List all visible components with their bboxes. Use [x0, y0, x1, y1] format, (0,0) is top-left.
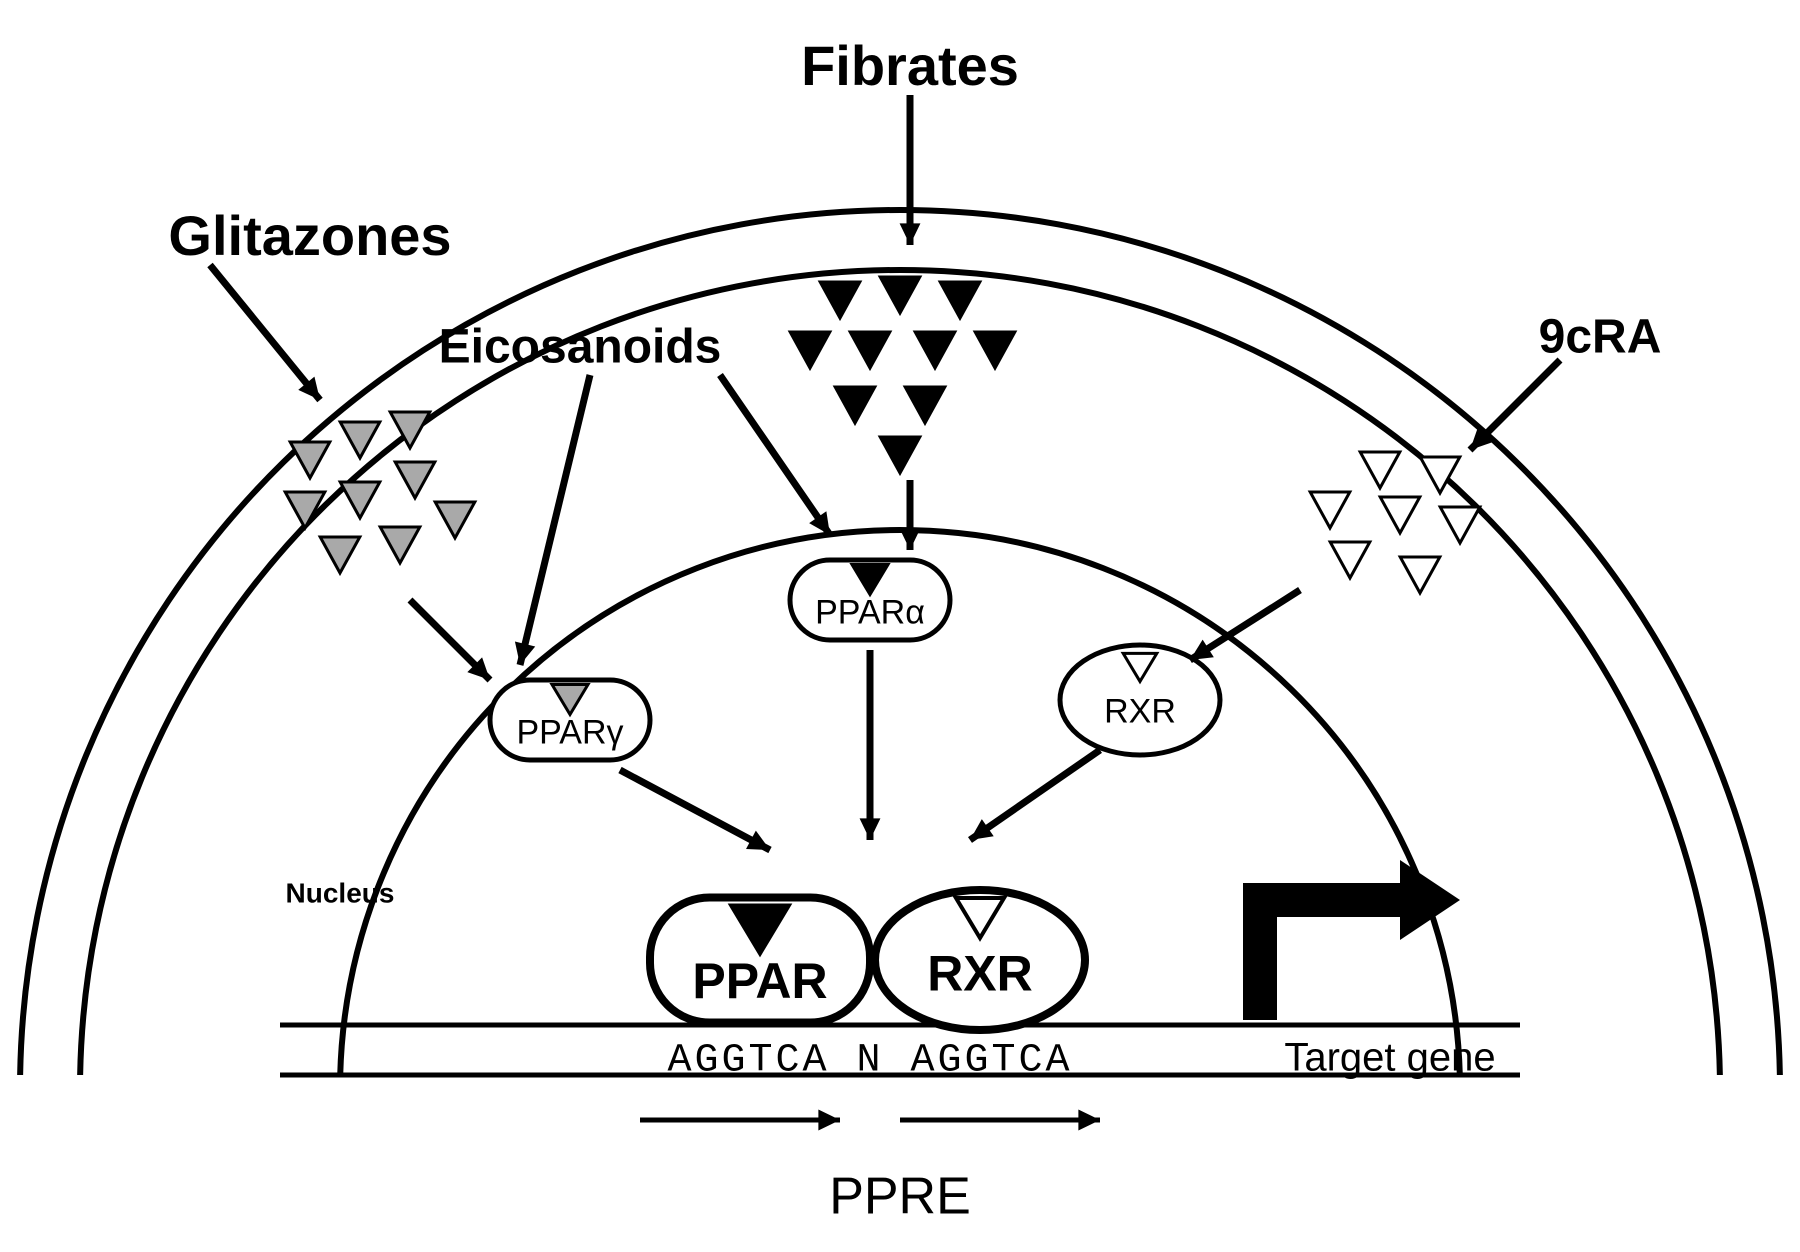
ligand-triangle: [880, 437, 920, 473]
glitaz-to-pparg: [410, 600, 490, 680]
ligand-triangle: [940, 282, 980, 318]
receptor-label: RXR: [1104, 693, 1176, 731]
ra-in: [1470, 360, 1560, 450]
ppre-sequence: AGGTCA N AGGTCA: [667, 1039, 1072, 1084]
ligand-triangle: [395, 462, 435, 498]
transcription-arrow: [1243, 860, 1460, 1020]
ligand-triangle: [1330, 542, 1370, 578]
ligand-triangle: [380, 527, 420, 563]
ppar-big-label: PPAR: [692, 953, 827, 1009]
ppara-to-dimer: [860, 650, 881, 840]
fibrates-in: [900, 95, 921, 245]
ra-label: 9cRA: [1539, 311, 1662, 364]
rxr-big-label: RXR: [927, 946, 1033, 1002]
ligand-triangle: [320, 537, 360, 573]
ligand-triangle: [340, 422, 380, 458]
eicosanoids-label: Eicosanoids: [439, 321, 722, 374]
ppre-label: PPRE: [829, 1168, 971, 1226]
ligand-triangle: [790, 332, 830, 368]
fibrates-label: Fibrates: [801, 34, 1019, 97]
eicos-to-pparg: [515, 375, 590, 665]
receptor-label: PPARγ: [516, 713, 623, 751]
rxr-to-dimer: [970, 750, 1100, 840]
pparg-to-dimer: [620, 770, 770, 850]
ligand-triangle: [975, 332, 1015, 368]
ligand-triangle: [880, 277, 920, 313]
ligand-triangle: [1360, 452, 1400, 488]
target-label: Target gene: [1284, 1036, 1495, 1080]
ligand-triangle: [820, 282, 860, 318]
fibrates-to-ppara: [900, 480, 921, 550]
ligand-triangle: [1400, 557, 1440, 593]
nucleus-label: Nucleus: [286, 877, 395, 908]
ligand-triangle: [290, 442, 330, 478]
eicos-to-ppara: [720, 375, 830, 535]
ligand-triangle: [340, 482, 380, 518]
ligand-triangle: [1380, 497, 1420, 533]
glitazones-in: [210, 265, 320, 400]
ppre-direction-1: [640, 1110, 840, 1131]
ligand-triangle: [435, 502, 475, 538]
ppre-direction-2: [900, 1110, 1100, 1131]
ligand-triangle: [915, 332, 955, 368]
ligand-triangle: [1440, 507, 1480, 543]
ligand-triangle: [905, 387, 945, 423]
ligand-triangle: [850, 332, 890, 368]
ligand-triangle: [835, 387, 875, 423]
receptor-label: PPARα: [815, 593, 925, 631]
glitazones-label: Glitazones: [168, 204, 451, 267]
ligand-triangle: [1310, 492, 1350, 528]
